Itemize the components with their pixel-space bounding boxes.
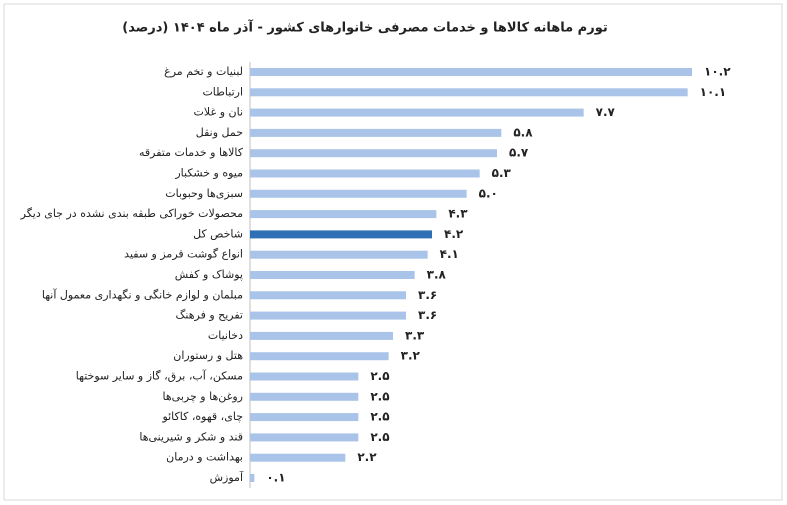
bar xyxy=(250,210,437,219)
bar xyxy=(250,453,346,462)
bar xyxy=(250,230,432,239)
bar xyxy=(250,128,502,137)
category-label: محصولات خوراکی طبقه بندی نشده در جای دیگ… xyxy=(20,207,243,220)
bar xyxy=(250,311,406,320)
category-label: روغن‌ها و چربی‌ها xyxy=(163,390,243,403)
category-label: سبزی‌ها وحبوبات xyxy=(165,187,243,200)
value-label: ۱۰.۱ xyxy=(700,85,727,99)
bar xyxy=(250,352,389,361)
value-label: ۳.۸ xyxy=(427,268,447,282)
category-label: شاخص کل xyxy=(193,227,243,240)
category-label: آموزش xyxy=(210,470,244,484)
bar xyxy=(250,271,415,279)
bar xyxy=(250,108,584,117)
chart-title: تورم ماهانه کالاها و خدمات مصرفی خانواره… xyxy=(122,19,607,36)
value-label: ۴.۲ xyxy=(444,227,464,241)
value-label: ۲.۲ xyxy=(357,450,377,464)
category-label: میوه و خشکبار xyxy=(174,167,243,180)
category-label: نان و غلات xyxy=(194,106,243,119)
category-label: تفریح و فرهنگ xyxy=(176,309,243,322)
bar xyxy=(250,189,467,198)
bar xyxy=(250,433,359,442)
value-label: ۳.۳ xyxy=(405,328,425,342)
bar xyxy=(250,250,428,259)
category-label: انواع گوشت قرمز و سفید xyxy=(124,248,243,261)
value-label: ۲.۵ xyxy=(370,389,389,403)
category-label: قند و شکر و شیرینی‌ها xyxy=(139,430,243,443)
bar xyxy=(250,149,497,158)
value-label: ۳.۶ xyxy=(418,288,437,302)
category-label: مبلمان و لوازم خانگی و نگهداری معمول آنه… xyxy=(42,287,243,301)
value-label: ۲.۵ xyxy=(370,430,389,444)
bar xyxy=(250,372,359,381)
category-label: پوشاک و کفش xyxy=(175,268,243,281)
value-label: ۰.۱ xyxy=(266,471,285,485)
bar xyxy=(250,169,480,178)
category-label: حمل ونقل xyxy=(196,126,243,139)
value-label: ۵.۳ xyxy=(492,166,512,180)
category-label: کالاها و خدمات متفرقه xyxy=(139,146,244,159)
value-label: ۵.۰ xyxy=(479,186,498,200)
value-label: ۳.۲ xyxy=(401,349,421,363)
bar xyxy=(250,474,255,482)
category-label: لبنیات و تخم مرغ xyxy=(164,65,243,78)
value-label: ۲.۵ xyxy=(370,369,389,383)
category-label: بهداشت و درمان xyxy=(166,451,243,464)
value-label: ۷.۷ xyxy=(596,105,616,119)
category-label: چای، قهوه، کاکائو xyxy=(161,410,243,423)
value-label: ۱۰.۲ xyxy=(704,65,731,79)
value-label: ۳.۶ xyxy=(418,308,437,322)
bar xyxy=(250,88,688,97)
value-label: ۲.۵ xyxy=(370,410,389,424)
bar xyxy=(250,413,359,422)
bar xyxy=(250,68,692,76)
bar xyxy=(250,291,406,300)
category-label: دخانیات xyxy=(208,329,243,342)
category-label: هتل و رستوران xyxy=(173,349,243,362)
bar xyxy=(250,392,359,401)
category-label: ارتباطات xyxy=(202,85,243,98)
value-label: ۴.۱ xyxy=(440,247,459,261)
value-label: ۵.۷ xyxy=(509,146,529,160)
bar xyxy=(250,331,393,340)
category-label: مسکن، آب، برق، گاز و سایر سوختها xyxy=(76,369,243,383)
value-label: ۵.۸ xyxy=(513,125,533,139)
value-label: ۴.۳ xyxy=(448,207,468,221)
